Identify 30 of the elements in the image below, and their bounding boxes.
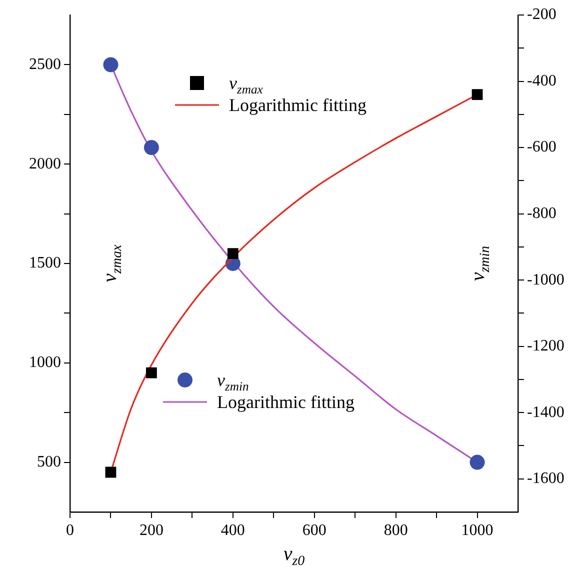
x-tick-label: 1000 bbox=[461, 522, 494, 539]
legend-label: Logarithmic fitting bbox=[217, 392, 354, 412]
point bbox=[103, 57, 118, 72]
x-tick-label: 800 bbox=[384, 522, 408, 539]
point bbox=[146, 367, 157, 378]
y-tick-label: 1000 bbox=[29, 354, 61, 372]
y2-tick-label: -1400 bbox=[527, 404, 564, 421]
point bbox=[105, 466, 116, 478]
point bbox=[144, 140, 159, 156]
y-tick-label: 2500 bbox=[29, 56, 61, 73]
legend-label: Logarithmic fitting bbox=[229, 95, 366, 115]
y2-axis-title: vzmin bbox=[467, 246, 493, 282]
point bbox=[472, 89, 483, 100]
y2-tick-label: -1200 bbox=[527, 338, 564, 355]
y2-tick-label: -1600 bbox=[527, 470, 564, 488]
x-tick-label: 0 bbox=[66, 522, 74, 539]
y2-tick-label: -600 bbox=[527, 138, 556, 156]
x-tick-label: 200 bbox=[139, 522, 164, 539]
y-tick-label: 500 bbox=[37, 454, 61, 471]
y2-tick-label: -200 bbox=[527, 6, 556, 24]
point bbox=[470, 454, 485, 470]
y-axis-title: vzmax bbox=[99, 244, 125, 282]
point bbox=[227, 248, 238, 260]
y2-tick-label: -800 bbox=[527, 205, 556, 222]
x-tick-label: 600 bbox=[302, 522, 326, 539]
y-tick-label: 1500 bbox=[29, 254, 61, 272]
x-tick-label: 400 bbox=[220, 522, 245, 539]
y-tick-label: 2000 bbox=[29, 155, 61, 172]
y2-tick-label: -400 bbox=[527, 72, 556, 90]
y2-tick-label: -1000 bbox=[527, 271, 564, 288]
